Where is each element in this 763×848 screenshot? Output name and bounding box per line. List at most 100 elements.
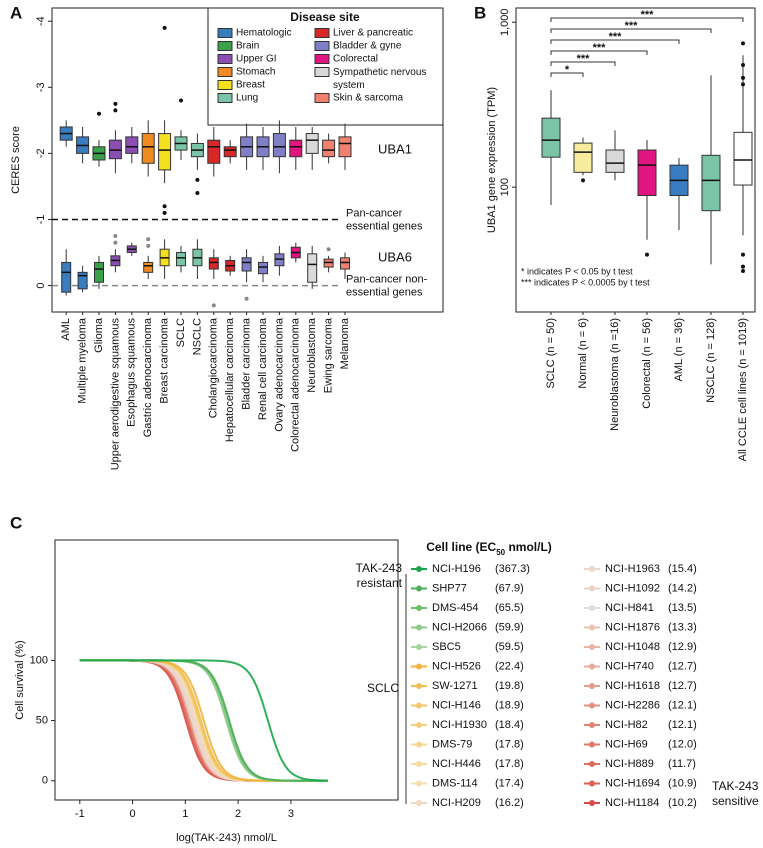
legend-swatch bbox=[314, 67, 330, 77]
panel-label: C bbox=[10, 513, 22, 532]
outlier bbox=[195, 191, 200, 196]
legend-swatch bbox=[416, 741, 422, 748]
legend-swatch bbox=[217, 80, 233, 90]
box bbox=[125, 136, 139, 154]
legend-label: NCI-H196 bbox=[432, 563, 481, 575]
outlier bbox=[244, 296, 249, 301]
outlier bbox=[645, 252, 649, 257]
x-tick-label: Colorectal adenocarcinoma bbox=[290, 317, 302, 452]
x-tick-label: Cholangiocarcinoma bbox=[208, 317, 220, 418]
y-tick-label: 50 bbox=[36, 714, 48, 726]
legend-swatch bbox=[416, 722, 422, 728]
ec50-label: (14.2) bbox=[668, 582, 697, 594]
legend-swatch bbox=[314, 28, 330, 38]
ec50-label: (17.8) bbox=[495, 758, 524, 770]
legend-title-part: nmol/L) bbox=[505, 540, 552, 554]
outlier bbox=[326, 247, 331, 252]
legend-label: Skin & sarcoma bbox=[333, 93, 403, 104]
outlier bbox=[162, 204, 167, 209]
outlier bbox=[162, 25, 167, 30]
ec50-label: (10.2) bbox=[668, 797, 697, 809]
legend-label: NCI-H146 bbox=[432, 699, 481, 711]
y-tick-label: 1,000 bbox=[499, 8, 511, 36]
legend-label: SW-1271 bbox=[432, 680, 478, 692]
note: * indicates P < 0.05 by t test bbox=[521, 266, 633, 276]
x-tick-label: -1 bbox=[75, 808, 85, 820]
x-axis-label: log(TAK-243) nmol/L bbox=[176, 832, 277, 844]
legend-title-part: Cell line (EC bbox=[426, 540, 496, 554]
x-tick-label: Colorectal (n = 56) bbox=[641, 318, 653, 409]
outlier bbox=[741, 269, 745, 274]
x-tick-label: Neuroblastoma (n =16) bbox=[609, 318, 621, 431]
significance-bracket bbox=[550, 39, 680, 44]
legend-label: NCI-H1048 bbox=[605, 641, 660, 653]
legend-label: Liver & pancreatic bbox=[333, 28, 413, 39]
legend-label: Colorectal bbox=[333, 54, 378, 65]
legend-swatch bbox=[314, 54, 330, 64]
outlier bbox=[162, 210, 167, 215]
significance-bracket bbox=[550, 17, 744, 22]
x-tick-label: Gastric adenocarcinoma bbox=[142, 317, 154, 437]
ec50-label: (22.4) bbox=[495, 660, 524, 672]
ec50-label: (12.9) bbox=[668, 641, 697, 653]
ec50-label: (15.4) bbox=[668, 563, 697, 575]
legend-swatch bbox=[314, 41, 330, 51]
legend-swatch bbox=[589, 722, 595, 728]
annotation: TAK-243 bbox=[712, 779, 759, 793]
x-tick-label: Glioma bbox=[93, 317, 105, 353]
ec50-label: (12.1) bbox=[668, 699, 697, 711]
box bbox=[143, 261, 154, 273]
x-tick-label: Melanoma bbox=[339, 317, 351, 369]
x-tick-label: Ewing sarcoma bbox=[323, 317, 335, 393]
x-tick-label: All CCLE cell lines (n = 1019) bbox=[737, 318, 749, 461]
ec50-label: (12.1) bbox=[668, 719, 697, 731]
legend-swatch bbox=[416, 624, 422, 631]
box bbox=[338, 136, 352, 158]
annotation: sensitive bbox=[712, 794, 759, 808]
legend-swatch bbox=[217, 28, 233, 38]
note: *** indicates P < 0.0005 by t test bbox=[521, 277, 650, 287]
plot-frame bbox=[515, 7, 756, 313]
y-axis-label: CERES score bbox=[10, 126, 22, 194]
legend-swatch bbox=[416, 663, 422, 670]
reference-label: Pan-cancer bbox=[346, 207, 403, 219]
outlier bbox=[741, 75, 745, 80]
y-tick-label: 100 bbox=[499, 178, 511, 196]
annotation: resistant bbox=[357, 576, 403, 590]
reference-label: essential genes bbox=[346, 220, 423, 232]
legend-label: NCI-H82 bbox=[605, 719, 648, 731]
outlier bbox=[741, 264, 745, 269]
x-tick-label: Breast carcinoma bbox=[159, 317, 171, 403]
significance-bracket bbox=[550, 61, 616, 66]
x-tick-label: SCLC bbox=[175, 318, 187, 347]
legend-swatch bbox=[416, 780, 422, 787]
box bbox=[305, 133, 319, 154]
box bbox=[637, 149, 657, 197]
y-tick-label: -2 bbox=[35, 149, 47, 159]
legend-swatch bbox=[217, 41, 233, 51]
box bbox=[289, 139, 303, 158]
x-tick-label: Multiple myeloma bbox=[77, 317, 89, 403]
legend-label: NCI-H526 bbox=[432, 660, 481, 672]
reference-label: Pan-cancer non- bbox=[346, 273, 428, 285]
box bbox=[176, 252, 186, 267]
legend-label: NCI-H69 bbox=[605, 738, 648, 750]
significance-bracket bbox=[550, 72, 584, 77]
legend-swatch bbox=[589, 683, 595, 689]
legend-title: Disease site bbox=[290, 10, 360, 24]
legend-label: NCI-H1930 bbox=[432, 719, 487, 731]
legend-label: NCI-H1092 bbox=[605, 582, 660, 594]
annotation: SCLC bbox=[367, 681, 399, 695]
significance-label: *** bbox=[593, 42, 607, 54]
outlier bbox=[113, 240, 118, 245]
box bbox=[322, 139, 336, 158]
x-tick-label: Upper aerodigestive squamous bbox=[109, 318, 121, 471]
legend-swatch bbox=[589, 644, 595, 650]
outlier bbox=[179, 98, 183, 103]
dose-response-curve bbox=[79, 659, 328, 782]
outlier bbox=[146, 243, 151, 248]
plot-frame bbox=[54, 539, 399, 801]
significance-label: *** bbox=[577, 53, 591, 65]
ec50-label: (367.3) bbox=[495, 563, 530, 575]
box bbox=[541, 117, 561, 158]
